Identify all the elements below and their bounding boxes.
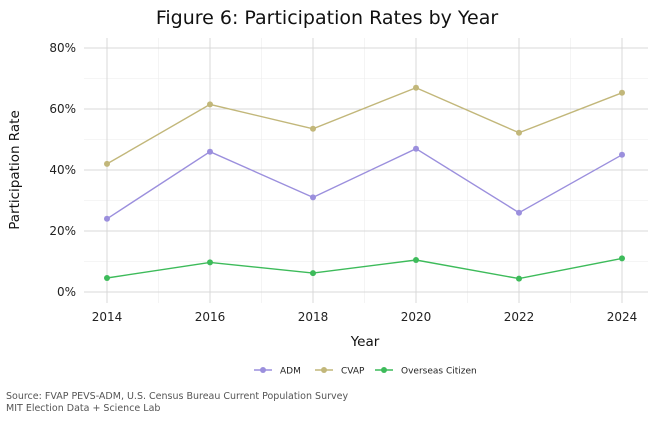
data-point-adm (413, 145, 419, 152)
x-tick-label: 2022 (504, 310, 535, 324)
data-point-overseas-citizen (516, 275, 522, 282)
x-tick-label: 2024 (607, 310, 638, 324)
data-point-overseas-citizen (207, 259, 213, 266)
y-tick-label: 60% (49, 102, 76, 116)
y-tick-label: 20% (49, 224, 76, 238)
x-tick-label: 2014 (92, 310, 123, 324)
series-line-adm (106, 147, 623, 220)
data-point-overseas-citizen (413, 257, 419, 263)
x-tick-label: 2018 (298, 310, 329, 324)
data-point-adm (310, 194, 316, 201)
data-point-cvap (207, 101, 213, 108)
data-point-adm (516, 209, 522, 216)
legend-label-adm: ADM (280, 367, 301, 377)
legend-marker-overseas-citizen (381, 367, 387, 373)
data-point-cvap (104, 160, 110, 167)
data-point-cvap (310, 125, 316, 132)
legend-label-overseas-citizen: Overseas Citizen (401, 367, 477, 377)
series-line-overseas-citizen (106, 257, 623, 280)
y-axis-ticks: 0% 20% 40% 60% 80% (49, 41, 76, 299)
data-point-overseas-citizen (619, 255, 625, 262)
data-point-cvap (619, 89, 625, 96)
x-tick-label: 2016 (195, 310, 226, 324)
x-axis-label: Year (350, 334, 380, 350)
grid-lines (84, 38, 648, 303)
y-tick-label: 80% (49, 41, 76, 55)
chart-title: Figure 6: Participation Rates by Year (156, 7, 498, 29)
data-point-cvap (413, 84, 419, 91)
y-tick-label: 0% (57, 285, 76, 299)
legend-label-cvap: CVAP (341, 367, 365, 377)
data-point-overseas-citizen (310, 270, 316, 277)
data-point-overseas-citizen (104, 275, 110, 281)
series-group (104, 84, 625, 282)
data-point-adm (619, 151, 625, 158)
legend-marker-cvap (321, 367, 327, 373)
data-point-adm (207, 148, 213, 155)
x-axis-ticks: 2014 2016 2018 2020 2022 2024 (92, 310, 638, 324)
data-point-adm (104, 215, 110, 222)
credit-caption: MIT Election Data + Science Lab (6, 403, 161, 414)
data-point-cvap (516, 129, 522, 136)
y-tick-label: 40% (49, 163, 76, 177)
x-tick-label: 2020 (401, 310, 432, 324)
series-line-cvap (106, 86, 623, 165)
legend: ADM CVAP Overseas Citizen (254, 367, 477, 377)
y-axis-label: Participation Rate (7, 110, 23, 230)
source-caption: Source: FVAP PEVS-ADM, U.S. Census Burea… (6, 391, 349, 402)
legend-marker-adm (260, 367, 266, 373)
